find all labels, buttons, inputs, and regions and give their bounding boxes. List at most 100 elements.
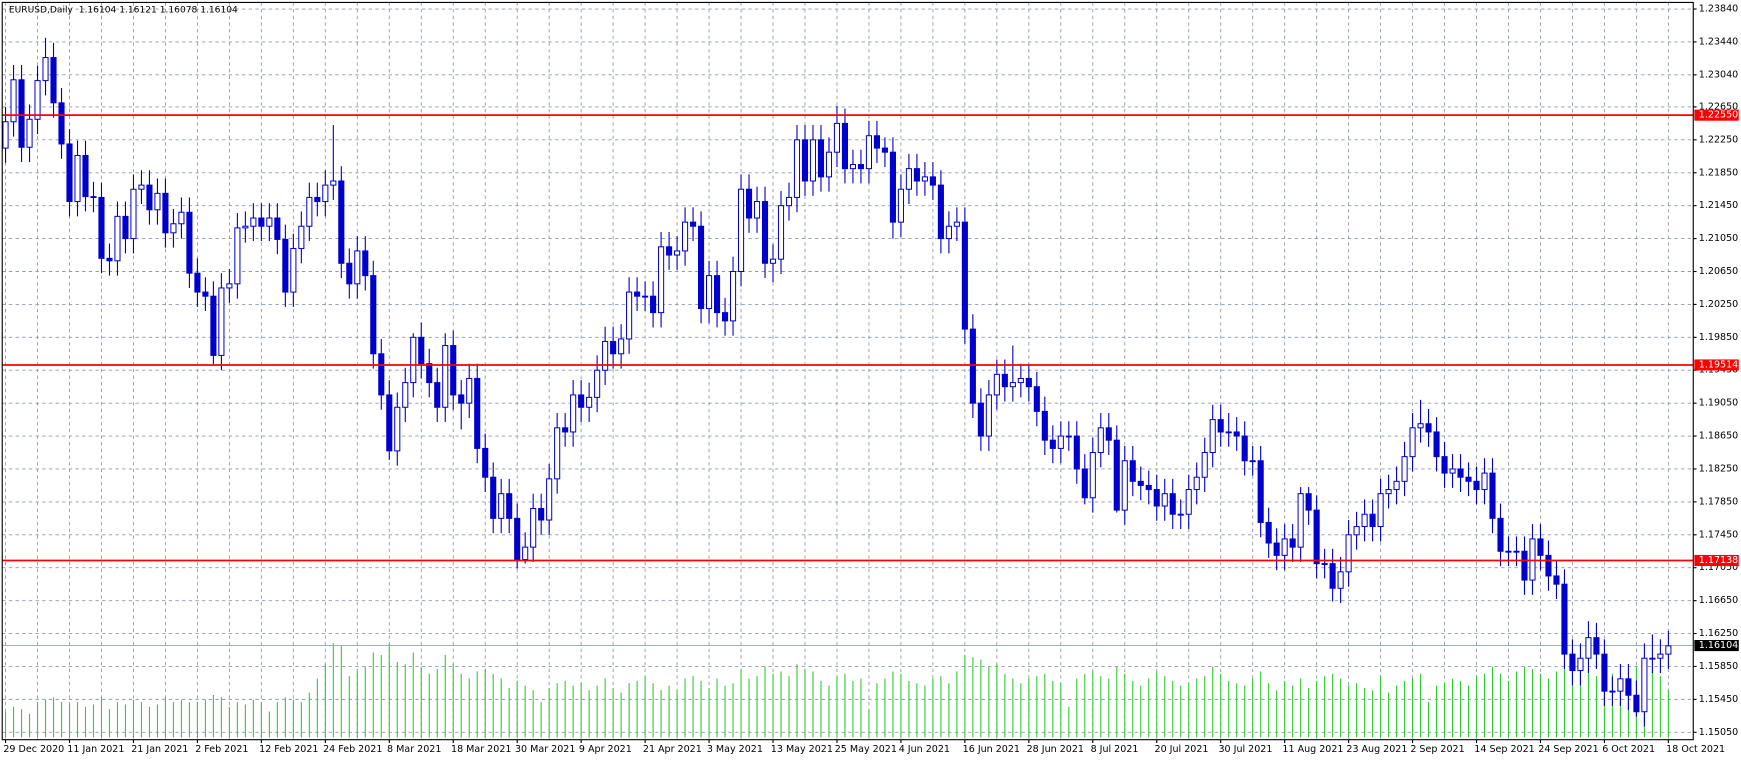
candle-body (1177, 513, 1184, 516)
y-tick-label: 1.18250 (1699, 463, 1738, 474)
candle-body (1545, 554, 1552, 577)
candle-body (1217, 419, 1224, 433)
candle-body (1065, 435, 1072, 438)
candle-body (1257, 460, 1264, 523)
candle-body (290, 247, 297, 293)
candle-body (849, 164, 857, 170)
candle-body (26, 118, 33, 148)
candle-body (2, 121, 9, 149)
x-tick-label: 24 Sep 2021 (1538, 744, 1598, 755)
candle-body (929, 176, 936, 186)
candle-body (538, 507, 545, 521)
candle-body (82, 154, 89, 198)
candle-body (394, 406, 401, 452)
candle-body (66, 143, 73, 203)
y-tick-label: 1.23040 (1699, 69, 1738, 80)
candle-body (610, 340, 617, 355)
candle-body (729, 270, 737, 322)
x-tick-label: 20 Jul 2021 (1155, 744, 1209, 755)
y-tick-label: 1.23440 (1699, 36, 1738, 47)
candle-body (1497, 517, 1504, 552)
candle-body (474, 377, 481, 449)
y-tick-label: 1.16250 (1699, 628, 1738, 639)
candle-body (1241, 435, 1248, 462)
candle-body (634, 291, 641, 297)
candle-body (1329, 563, 1336, 589)
candle-body (386, 394, 393, 452)
candle-body (282, 238, 289, 293)
candle-body (706, 275, 713, 310)
candle-body (338, 180, 345, 264)
candle-body (1105, 427, 1112, 441)
candle-body (698, 225, 705, 310)
candle-body (953, 221, 960, 227)
candle-body (210, 295, 217, 356)
candle-body (1433, 431, 1440, 458)
candle-body (666, 246, 673, 256)
candle-body (562, 427, 569, 433)
candle-body (466, 377, 473, 404)
candle-body (1513, 550, 1520, 553)
candle-body (546, 478, 553, 521)
candle-body (801, 139, 809, 182)
candle-body (362, 250, 369, 277)
candle-body (522, 546, 529, 560)
candle-body (138, 184, 145, 190)
candle-body (674, 250, 681, 256)
candle-body (130, 188, 137, 240)
x-tick-label: 4 Jun 2021 (899, 744, 950, 755)
candle-body (1393, 480, 1400, 491)
candle-body (1273, 542, 1280, 556)
candle-body (378, 353, 385, 396)
candle-body (682, 221, 689, 252)
candle-body (1369, 513, 1376, 528)
candle-body (578, 394, 585, 408)
candle-body (1521, 550, 1528, 581)
candle-body (434, 382, 441, 408)
candle-body (1209, 419, 1216, 454)
y-tick-label: 1.15850 (1699, 661, 1738, 672)
candle-body (1641, 657, 1648, 713)
candle-body (1457, 468, 1464, 478)
candle-body (226, 283, 233, 289)
candle-body (442, 345, 449, 408)
candle-body (506, 493, 513, 519)
candle-body (618, 338, 625, 355)
candle-body (58, 102, 65, 145)
candle-body (530, 507, 537, 548)
candle-body (961, 221, 968, 330)
candle-body (570, 394, 577, 433)
candle-body (306, 196, 313, 227)
y-tick-label: 1.17850 (1699, 496, 1738, 507)
candle-body (10, 79, 17, 123)
candle-body (785, 196, 793, 207)
candle-body (1617, 678, 1624, 692)
candle-body (1129, 460, 1136, 482)
x-tick-label: 28 Jun 2021 (1027, 744, 1084, 755)
candle-body (1417, 423, 1424, 429)
candle-body (1145, 484, 1152, 491)
candle-body (825, 151, 833, 178)
candle-body (402, 382, 409, 408)
candle-body (905, 168, 912, 190)
y-tick-label: 1.21450 (1699, 200, 1738, 211)
candle-body (1409, 427, 1416, 458)
candle-body (721, 312, 729, 322)
candle-body (202, 291, 209, 297)
candle-body (1529, 538, 1536, 581)
candle-body (642, 295, 649, 298)
level-label-box (1694, 554, 1739, 567)
candle-body (761, 201, 769, 264)
candle-body (690, 221, 697, 227)
candle-body (490, 476, 497, 519)
plot (2, 37, 1694, 738)
candle-body (793, 139, 801, 198)
candle-body (977, 402, 984, 437)
candle-body (1385, 489, 1392, 495)
candle-body (1249, 460, 1256, 463)
y-tick-label: 1.22650 (1699, 101, 1738, 112)
y-tick-label: 1.16650 (1699, 595, 1738, 606)
candle-body (410, 336, 417, 384)
candle-body (1425, 423, 1432, 433)
candle-body (1073, 435, 1080, 470)
